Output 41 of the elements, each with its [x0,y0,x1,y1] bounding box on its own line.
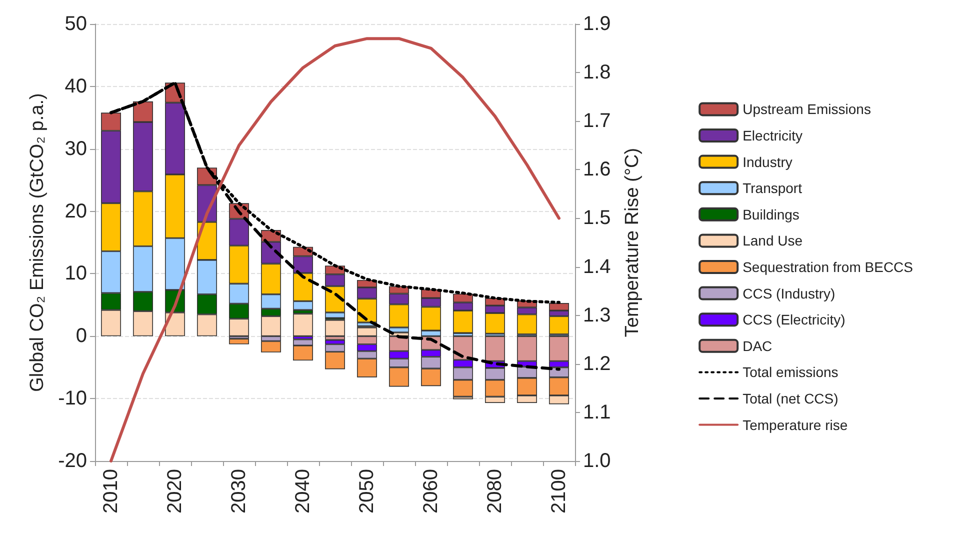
x-tick-label: 2100 [548,469,570,514]
y2-tick-label: 1.4 [583,256,611,278]
legend-label: CCS (Industry) [742,285,836,302]
y-axis-title: Global CO₂ Emissions (GtCO₂ p.a.) [27,93,48,392]
legend-label: Industry [742,154,792,170]
legend-label: Temperature rise [742,416,848,433]
legend-label: DAC [742,338,772,354]
x-tick-label: 2080 [484,469,506,514]
x-tick-label: 2030 [228,469,250,514]
legend-label: Electricity [742,128,802,144]
y-tick-label: 30 [64,138,87,160]
x-tick-label: 2040 [292,469,314,514]
y-tick-label: 40 [64,75,87,98]
y2-tick-label: 1.1 [583,401,611,424]
legend-label: Sequestration from BECCS [742,259,913,275]
y2-axis-title: Temperature Rise (°C) [622,148,643,338]
legend-label: Transport [742,180,802,196]
x-tick-label: 2020 [164,469,186,514]
y-tick-label: 50 [64,13,87,35]
y2-tick-label: 1.7 [583,110,611,132]
y2-tick-label: 1.0 [583,450,611,472]
y-tick-label: -10 [58,388,87,410]
legend-label: Total emissions [742,364,838,380]
y-tick-label: 20 [64,200,87,222]
legend-label: CCS (Electricity) [742,312,846,328]
legend-label: Upstream Emissions [742,101,871,118]
legend-label: Land Use [742,232,803,249]
legend-label: Total (net CCS) [742,390,838,406]
y-tick-label: -20 [58,450,87,472]
y2-tick-label: 1.6 [583,158,611,181]
y2-tick-label: 1.2 [583,352,611,375]
y-tick-label: 10 [64,262,87,285]
y2-tick-label: 1.5 [583,207,611,230]
y2-tick-label: 1.3 [583,304,611,326]
legend-label: Buildings [742,206,800,222]
x-tick-label: 2050 [356,469,378,514]
y2-tick-label: 1.8 [583,62,611,84]
x-tick-label: 2010 [100,469,122,514]
y2-tick-label: 1.9 [583,13,611,35]
y-tick-label: 0 [76,325,87,348]
x-tick-label: 2060 [420,469,442,514]
